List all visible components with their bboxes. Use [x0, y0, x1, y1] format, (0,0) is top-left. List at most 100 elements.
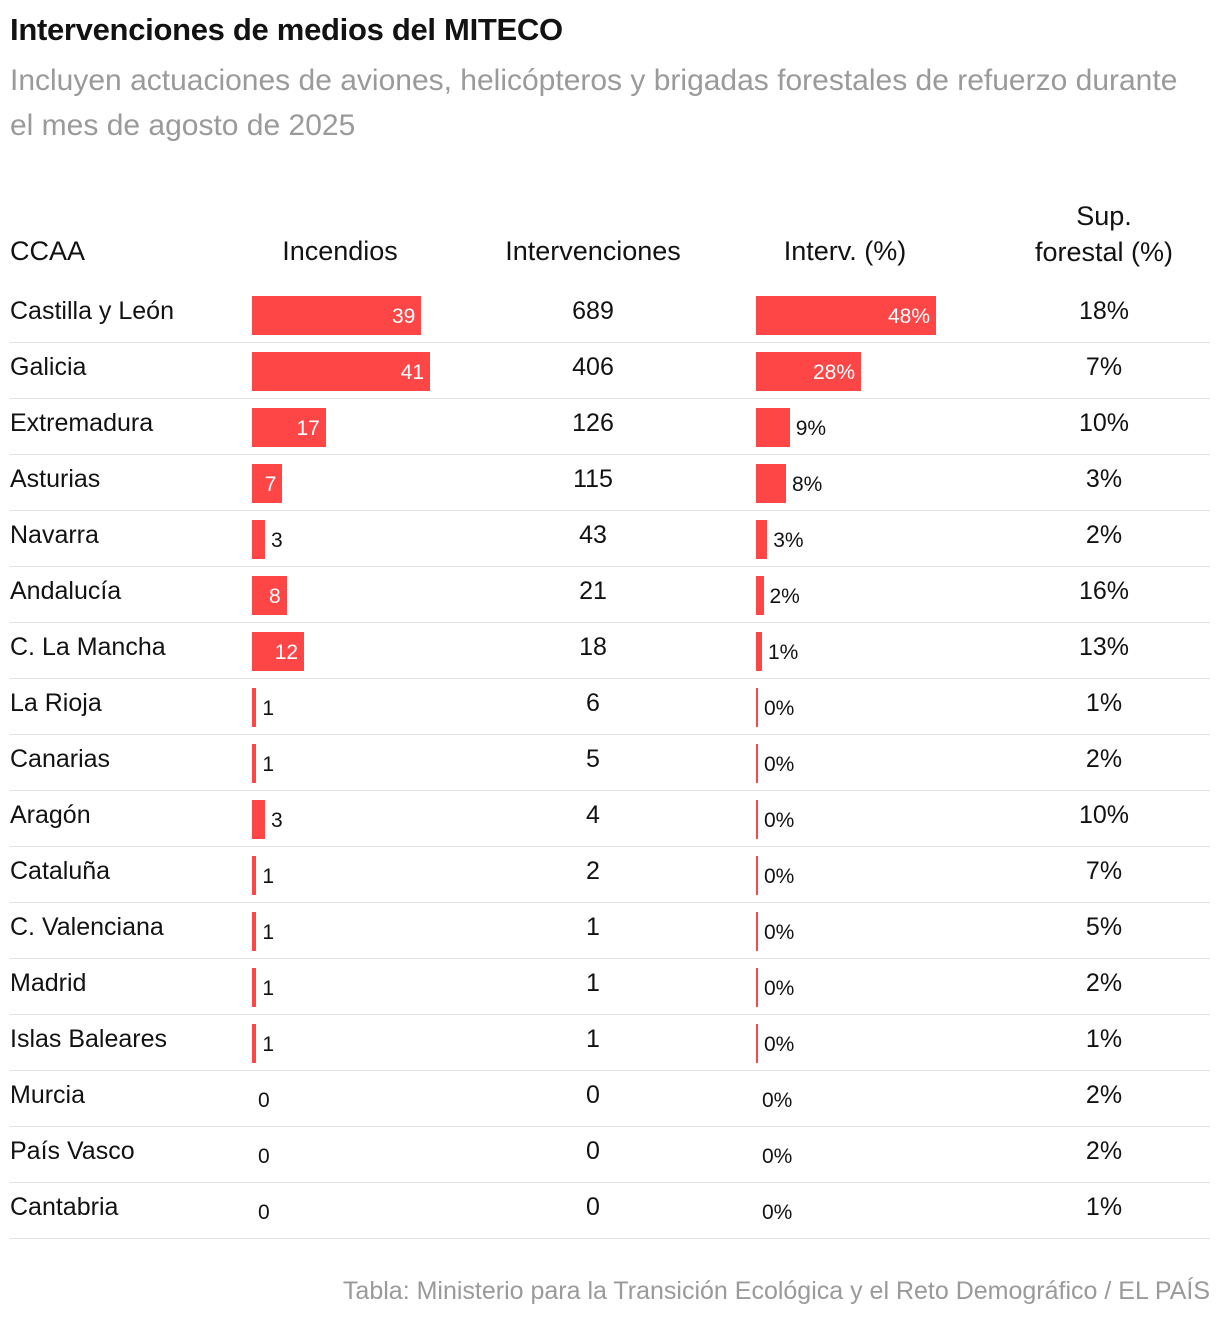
incendios-label: 7	[264, 473, 277, 496]
ccaa-name: Murcia	[10, 1081, 86, 1109]
row-divider	[10, 1238, 1210, 1239]
intervenciones-value: 5	[586, 745, 600, 773]
intervenciones-value: 406	[572, 353, 614, 381]
sup-forestal-value: 2%	[1085, 1081, 1123, 1109]
incendios-bar	[252, 632, 305, 671]
row-divider	[10, 454, 1210, 455]
sup-forestal-value: 10%	[1078, 409, 1130, 437]
table-row: Galicia 41 406 28% 7%	[0, 343, 1220, 399]
incendios-label: 0	[258, 1201, 270, 1224]
interv-pct-label: 28%	[812, 361, 855, 384]
sup-forestal-value: 3%	[1085, 465, 1123, 493]
table-row: Cantabria 0 0 0% 1%	[0, 1183, 1220, 1239]
sup-forestal-value: 16%	[1078, 577, 1130, 605]
intervenciones-value: 21	[579, 577, 607, 605]
sup-forestal-value: 2%	[1085, 745, 1123, 773]
intervenciones-value: 1	[586, 969, 600, 997]
ccaa-name: Galicia	[10, 353, 87, 381]
incendios-label: 1	[262, 753, 275, 776]
interv-pct-bar	[756, 632, 762, 671]
intervenciones-value: 1	[586, 1025, 600, 1053]
ccaa-name: Asturias	[10, 465, 101, 493]
intervenciones-value: 126	[572, 409, 614, 437]
interv-pct-bar	[756, 408, 790, 447]
incendios-bar	[252, 408, 326, 447]
interv-pct-label: 0%	[764, 1033, 795, 1056]
interv-pct-label: 0%	[764, 977, 795, 1000]
intervenciones-value: 115	[573, 465, 613, 493]
sup-forestal-value: 2%	[1085, 1137, 1123, 1165]
table-row: País Vasco 0 0 0% 2%	[0, 1127, 1220, 1183]
incendios-label: 0	[258, 1145, 270, 1168]
sup-forestal-value: 2%	[1085, 969, 1123, 997]
interv-pct-bar	[756, 520, 768, 559]
intervenciones-value: 6	[586, 689, 600, 717]
table-row: Navarra 3 43 3% 2%	[0, 511, 1220, 567]
table-row: Andalucía 8 21 2% 16%	[0, 567, 1220, 623]
incendios-bar	[252, 296, 422, 335]
sup-forestal-value: 5%	[1085, 913, 1123, 941]
incendios-bar	[252, 464, 283, 503]
incendios-bar	[252, 1024, 257, 1063]
interv-pct-bar	[756, 968, 758, 1007]
ccaa-name: C. Valenciana	[10, 913, 164, 941]
incendios-label: 3	[271, 809, 283, 832]
intervenciones-value: 18	[579, 633, 607, 661]
ccaa-name: Madrid	[10, 969, 87, 997]
intervenciones-value: 0	[586, 1081, 600, 1109]
incendios-bar	[252, 744, 257, 783]
incendios-bar	[252, 968, 257, 1007]
row-divider	[10, 958, 1210, 959]
incendios-label: 1	[262, 977, 275, 1000]
ccaa-name: Extremadura	[10, 409, 154, 437]
table-row: Asturias 7 115 8% 3%	[0, 455, 1220, 511]
incendios-label: 1	[262, 921, 275, 944]
table-row: Cataluña 1 2 0% 7%	[0, 847, 1220, 903]
interv-pct-bar	[756, 744, 758, 783]
interv-pct-label: 0%	[764, 921, 795, 944]
table-row: C. Valenciana 1 1 0% 5%	[0, 903, 1220, 959]
incendios-label: 1	[262, 697, 275, 720]
interv-pct-label: 8%	[792, 473, 823, 496]
ccaa-name: Cantabria	[10, 1193, 119, 1221]
ccaa-name: Navarra	[10, 521, 99, 549]
sup-forestal-value: 7%	[1085, 857, 1123, 885]
column-header-ccaa: CCAA	[10, 236, 86, 266]
incendios-bar	[252, 688, 257, 727]
row-divider	[10, 1126, 1210, 1127]
sup-forestal-value: 2%	[1085, 521, 1123, 549]
column-header-sup-forestal-line1: Sup.	[1076, 201, 1132, 231]
ccaa-name: Castilla y León	[10, 297, 174, 325]
interv-pct-label: 0%	[764, 809, 795, 832]
incendios-label: 17	[296, 417, 320, 440]
interv-pct-label: 0%	[764, 697, 795, 720]
table-row: Castilla y León 39 689 48% 18%	[0, 287, 1220, 343]
ccaa-name: País Vasco	[10, 1137, 135, 1165]
row-divider	[10, 1014, 1210, 1015]
row-divider	[10, 1070, 1210, 1071]
incendios-bar	[252, 800, 266, 839]
incendios-label: 39	[391, 305, 416, 328]
interv-pct-bar	[756, 912, 758, 951]
sup-forestal-value: 7%	[1085, 353, 1123, 381]
chart-title: Intervenciones de medios del MITECO	[10, 12, 563, 47]
row-divider	[10, 622, 1210, 623]
interv-pct-label: 0%	[764, 753, 795, 776]
incendios-bar	[252, 856, 257, 895]
row-divider	[10, 1182, 1210, 1183]
sup-forestal-value: 18%	[1078, 297, 1130, 325]
incendios-label: 0	[258, 1089, 270, 1112]
column-header-intervenciones: Intervenciones	[505, 236, 681, 266]
sup-forestal-value: 10%	[1078, 801, 1130, 829]
intervenciones-value: 1	[586, 913, 600, 941]
incendios-label: 3	[271, 529, 283, 552]
interv-pct-label: 0%	[762, 1089, 793, 1112]
row-divider	[10, 510, 1210, 511]
interv-pct-bar	[756, 856, 758, 895]
incendios-label: 1	[262, 1033, 275, 1056]
interv-pct-label: 0%	[762, 1201, 793, 1224]
row-divider	[10, 678, 1210, 679]
sup-forestal-value: 1%	[1085, 1025, 1123, 1053]
interv-pct-label: 2%	[769, 585, 800, 608]
table-row: Murcia 0 0 0% 2%	[0, 1071, 1220, 1127]
